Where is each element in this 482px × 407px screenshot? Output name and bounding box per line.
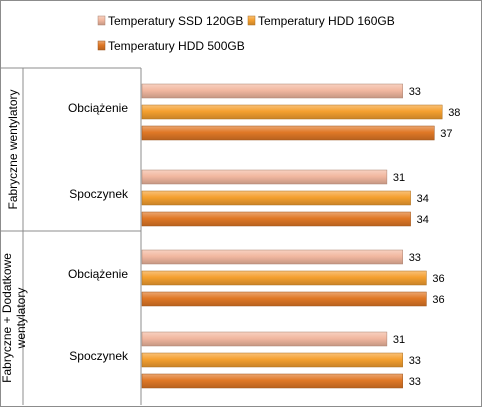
- legend-swatch: [97, 15, 106, 26]
- bar: [141, 331, 388, 347]
- data-label: 33: [409, 252, 421, 264]
- bar: [141, 125, 435, 141]
- data-label: 33: [409, 376, 421, 388]
- group-label: Fabryczne wentylatory: [6, 89, 20, 209]
- data-label: 31: [393, 334, 405, 346]
- bar: [141, 270, 427, 286]
- data-label: 34: [417, 193, 429, 205]
- bar: [141, 190, 411, 206]
- plot-area: Fabryczne wentylatory Fabryczne + Dodatko…: [1, 67, 460, 405]
- bar: [141, 211, 411, 227]
- bar: [141, 373, 403, 389]
- data-label: 36: [432, 294, 444, 306]
- data-label: 31: [393, 172, 405, 184]
- legend-label: Temperatury SSD 120GB: [108, 14, 243, 28]
- bar: [141, 169, 388, 185]
- bar: [141, 249, 403, 265]
- group-label: Fabryczne + Dodatkowewentylatory: [1, 253, 28, 383]
- data-label: 38: [448, 107, 460, 119]
- legend: Temperatury SSD 120GB Temperatury HDD 160…: [97, 14, 395, 53]
- data-label: 33: [409, 355, 421, 367]
- category-label: Obciążenie: [68, 267, 128, 281]
- data-label: 33: [409, 86, 421, 98]
- bar: [141, 83, 403, 99]
- category-label: Spoczynek: [69, 349, 129, 363]
- legend-swatch: [97, 40, 106, 51]
- category-label: Spoczynek: [69, 187, 129, 201]
- legend-label: Temperatury HDD 500GB: [108, 39, 245, 53]
- data-label: 34: [417, 214, 429, 226]
- category-label: Obciążenie: [68, 101, 128, 115]
- data-label: 37: [440, 128, 452, 140]
- data-label: 36: [432, 273, 444, 285]
- bar: [141, 352, 403, 368]
- legend-swatch: [247, 15, 256, 26]
- bar: [141, 104, 443, 120]
- bar: [141, 291, 427, 307]
- legend-label: Temperatury HDD 160GB: [258, 14, 395, 28]
